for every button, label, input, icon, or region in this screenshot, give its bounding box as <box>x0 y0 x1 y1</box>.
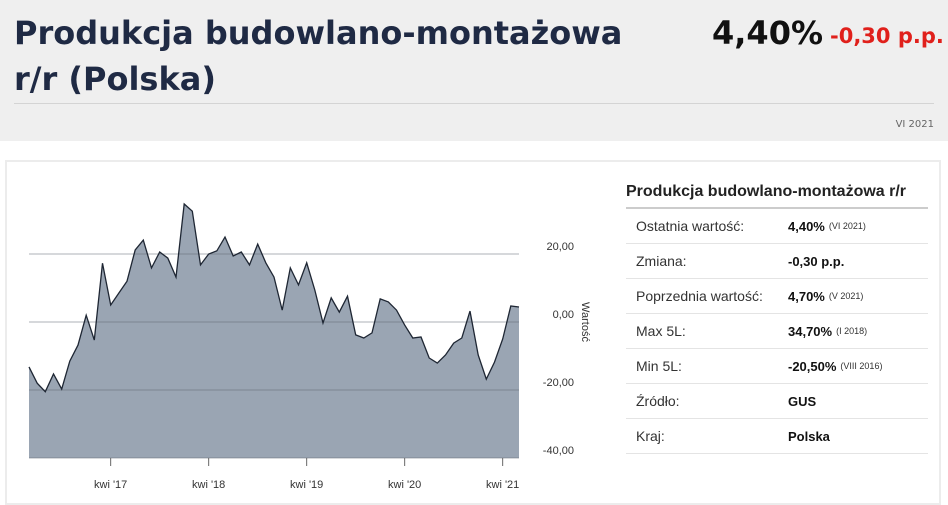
y-tick-label: 20,00 <box>546 241 574 253</box>
row-note: (V 2021) <box>828 291 864 301</box>
table-row: Źródło: GUS <box>626 384 928 419</box>
x-tick-label: kwi '17 <box>94 479 127 491</box>
divider <box>14 103 934 104</box>
table-row: Min 5L: -20,50% (VIII 2016) <box>626 349 928 384</box>
y-tick-label: -20,00 <box>543 377 574 389</box>
info-table: Produkcja budowlano-montażowa r/r Ostatn… <box>626 183 928 454</box>
current-value: 4,40% <box>712 14 824 52</box>
row-value: 4,70% <box>788 288 825 304</box>
row-label: Kraj: <box>636 428 665 444</box>
x-tick-label: kwi '20 <box>388 479 421 491</box>
y-tick-label: 0,00 <box>553 309 574 321</box>
row-label: Zmiana: <box>636 253 687 269</box>
x-tick-label: kwi '19 <box>290 479 323 491</box>
area <box>29 204 519 458</box>
row-label: Poprzednia wartość: <box>636 288 763 304</box>
row-value: Polska <box>788 428 830 444</box>
title: Produkcja budowlano-montażowa r/r (Polsk… <box>14 14 623 98</box>
table-row: Poprzednia wartość: 4,70% (V 2021) <box>626 279 928 314</box>
table-row: Zmiana: -0,30 p.p. <box>626 244 928 279</box>
table-row: Kraj: Polska <box>626 419 928 454</box>
y-tick-label: -40,00 <box>543 445 574 457</box>
table-row: Ostatnia wartość: 4,40% (VI 2021) <box>626 209 928 244</box>
row-value: -0,30 p.p. <box>788 253 845 269</box>
table-row: Max 5L: 34,70% (I 2018) <box>626 314 928 349</box>
row-value: 34,70% <box>788 323 833 339</box>
x-tick-label: kwi '18 <box>192 479 225 491</box>
row-value: GUS <box>788 393 817 409</box>
row-note: (VIII 2016) <box>840 361 883 371</box>
change: -0,30 p.p. <box>830 24 944 48</box>
row-note: (VI 2021) <box>828 221 866 231</box>
period: VI 2021 <box>895 119 934 130</box>
row-label: Źródło: <box>636 393 680 409</box>
row-label: Ostatnia wartość: <box>636 218 745 234</box>
line <box>28 202 520 393</box>
header: Produkcja budowlano-montażowa r/r (Polsk… <box>0 0 948 141</box>
table-title: Produkcja budowlano-montażowa r/r <box>626 183 928 209</box>
row-value: -20,50% <box>788 358 837 374</box>
x-tick-label: kwi '21 <box>486 479 519 491</box>
row-label: Min 5L: <box>636 358 682 374</box>
y-axis-label: Wartość <box>579 302 591 342</box>
row-value: 4,40% <box>788 218 825 234</box>
row-note: (I 2018) <box>836 326 868 336</box>
row-label: Max 5L: <box>636 323 686 339</box>
